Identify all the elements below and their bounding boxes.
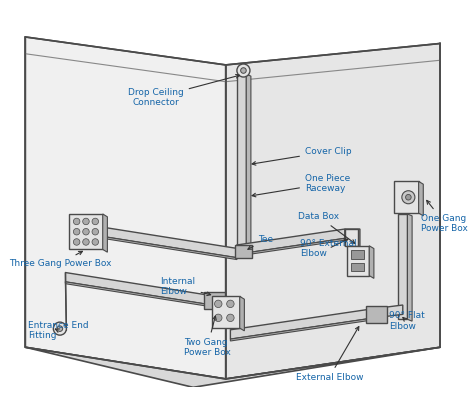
Polygon shape — [369, 246, 374, 278]
Polygon shape — [65, 282, 212, 307]
Polygon shape — [408, 214, 412, 321]
Circle shape — [241, 68, 246, 73]
Polygon shape — [419, 181, 423, 216]
Polygon shape — [103, 214, 108, 252]
Circle shape — [215, 314, 222, 322]
Text: Cover Clip: Cover Clip — [252, 147, 352, 165]
Text: External Elbow: External Elbow — [296, 326, 363, 382]
Polygon shape — [212, 296, 240, 328]
Polygon shape — [226, 43, 440, 379]
Polygon shape — [246, 74, 251, 247]
Text: Drop Ceiling
Connector: Drop Ceiling Connector — [128, 75, 239, 107]
Text: One Gang
Power Box: One Gang Power Box — [421, 200, 468, 233]
Polygon shape — [65, 273, 212, 305]
Circle shape — [73, 239, 80, 245]
Polygon shape — [86, 234, 237, 259]
Polygon shape — [347, 246, 369, 275]
Circle shape — [402, 191, 415, 204]
Polygon shape — [370, 305, 403, 318]
Polygon shape — [394, 181, 419, 213]
Text: Three Gang Power Box: Three Gang Power Box — [9, 251, 111, 268]
Circle shape — [92, 229, 99, 235]
Circle shape — [82, 229, 89, 235]
Circle shape — [92, 218, 99, 225]
Polygon shape — [230, 309, 370, 339]
Polygon shape — [345, 229, 360, 251]
Circle shape — [237, 64, 250, 77]
Polygon shape — [240, 296, 245, 331]
Polygon shape — [230, 318, 370, 341]
Text: Entrance End
Fitting: Entrance End Fitting — [28, 321, 89, 340]
Circle shape — [215, 300, 222, 308]
Polygon shape — [398, 214, 408, 319]
Polygon shape — [86, 225, 103, 236]
Circle shape — [73, 229, 80, 235]
Polygon shape — [237, 229, 345, 254]
Polygon shape — [204, 292, 225, 309]
Text: 90° External
Elbow: 90° External Elbow — [301, 239, 357, 258]
Polygon shape — [86, 225, 237, 258]
Polygon shape — [345, 229, 358, 246]
Circle shape — [73, 218, 80, 225]
Bar — [351, 251, 364, 259]
Polygon shape — [69, 214, 103, 249]
Text: Data Box: Data Box — [298, 212, 355, 243]
Bar — [351, 263, 364, 271]
Circle shape — [54, 322, 66, 335]
Polygon shape — [237, 238, 345, 256]
Polygon shape — [26, 37, 226, 379]
Circle shape — [82, 218, 89, 225]
Circle shape — [227, 314, 234, 322]
Polygon shape — [365, 306, 387, 323]
Text: One Piece
Raceway: One Piece Raceway — [252, 174, 350, 197]
Polygon shape — [26, 347, 440, 387]
Polygon shape — [235, 245, 252, 258]
Text: Tee: Tee — [248, 235, 273, 249]
Text: Internal
Elbow: Internal Elbow — [161, 277, 210, 296]
Polygon shape — [237, 74, 246, 245]
Circle shape — [227, 300, 234, 308]
Circle shape — [57, 326, 63, 331]
Circle shape — [406, 194, 411, 200]
Circle shape — [92, 239, 99, 245]
Circle shape — [82, 239, 89, 245]
Text: Two Gang
Power Box: Two Gang Power Box — [184, 316, 231, 357]
Text: 90° Flat
Elbow: 90° Flat Elbow — [389, 312, 425, 331]
